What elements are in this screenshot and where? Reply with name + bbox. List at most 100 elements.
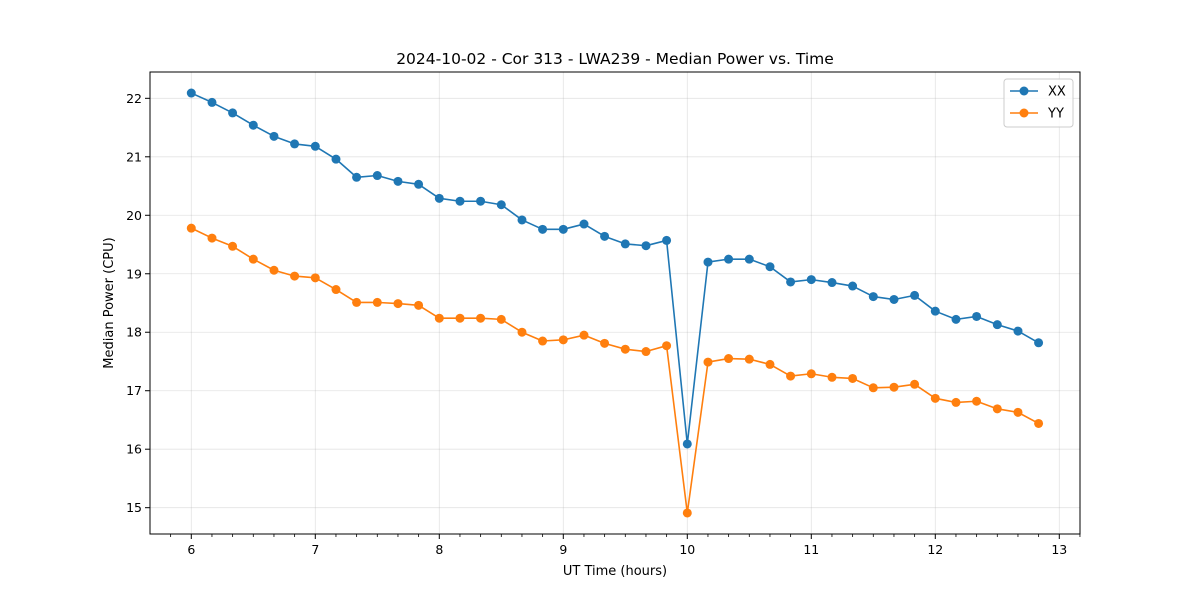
data-point-xx <box>600 231 610 241</box>
data-point-yy <box>992 404 1002 414</box>
data-point-yy <box>641 347 651 357</box>
data-point-yy <box>372 297 382 307</box>
data-point-yy <box>682 508 692 518</box>
data-point-xx <box>868 292 878 302</box>
chart-title: 2024-10-02 - Cor 313 - LWA239 - Median P… <box>396 50 834 68</box>
data-point-xx <box>248 120 258 130</box>
data-point-xx <box>207 97 217 107</box>
data-point-xx <box>1013 326 1023 336</box>
data-point-yy <box>744 354 754 364</box>
data-point-xx <box>786 277 796 287</box>
data-point-xx <box>331 154 341 164</box>
data-point-xx <box>290 139 300 149</box>
data-point-yy <box>1013 407 1023 417</box>
y-axis-label: Median Power (CPU) <box>102 237 117 368</box>
data-point-yy <box>558 335 568 345</box>
series-layer <box>186 88 1044 518</box>
x-tick-label: 9 <box>559 542 567 557</box>
data-point-yy <box>806 369 816 379</box>
data-point-yy <box>496 314 506 324</box>
data-point-xx <box>641 241 651 251</box>
data-point-xx <box>992 320 1002 330</box>
x-tick-label: 10 <box>679 542 695 557</box>
data-point-yy <box>538 336 548 346</box>
data-point-yy <box>972 396 982 406</box>
data-point-yy <box>393 299 403 309</box>
data-point-xx <box>848 281 858 291</box>
data-point-xx <box>662 235 672 245</box>
data-point-yy <box>910 379 920 389</box>
data-point-yy <box>600 338 610 348</box>
data-point-xx <box>951 314 961 324</box>
y-tick-label: 22 <box>126 91 142 106</box>
data-point-xx <box>517 215 527 225</box>
data-point-xx <box>393 176 403 186</box>
legend-label-xx: XX <box>1048 85 1066 100</box>
data-point-yy <box>228 241 238 251</box>
data-point-xx <box>682 439 692 449</box>
data-point-xx <box>414 179 424 189</box>
data-point-xx <box>455 196 465 206</box>
legend-label-yy: YY <box>1047 107 1064 122</box>
data-point-xx <box>372 171 382 181</box>
y-tick-label: 17 <box>126 383 142 398</box>
y-tick-label: 15 <box>126 500 142 515</box>
data-point-xx <box>558 224 568 234</box>
data-point-yy <box>310 273 320 283</box>
data-point-xx <box>228 108 238 118</box>
data-point-yy <box>517 327 527 337</box>
x-tick-label: 13 <box>1051 542 1067 557</box>
data-point-yy <box>579 330 589 340</box>
data-point-yy <box>476 313 486 323</box>
y-tick-label: 18 <box>126 325 142 340</box>
data-point-xx <box>496 200 506 210</box>
data-point-yy <box>331 285 341 295</box>
data-point-yy <box>889 382 899 392</box>
data-point-yy <box>434 313 444 323</box>
data-point-xx <box>476 196 486 206</box>
data-point-xx <box>972 311 982 321</box>
data-point-yy <box>786 371 796 381</box>
data-point-xx <box>806 275 816 285</box>
x-tick-label: 6 <box>187 542 195 557</box>
y-tick-label: 16 <box>126 442 142 457</box>
y-tick-label: 19 <box>126 266 142 281</box>
data-point-yy <box>455 313 465 323</box>
data-point-xx <box>930 306 940 316</box>
data-point-xx <box>186 88 196 98</box>
legend-entries: XX YY <box>1010 85 1066 122</box>
data-point-yy <box>414 300 424 310</box>
legend-marker-yy <box>1019 108 1029 118</box>
data-point-yy <box>827 372 837 382</box>
data-point-xx <box>620 239 630 249</box>
data-point-xx <box>910 290 920 300</box>
data-point-yy <box>207 233 217 243</box>
x-tick-label: 7 <box>311 542 319 557</box>
data-point-yy <box>951 397 961 407</box>
x-tick-label: 8 <box>435 542 443 557</box>
data-point-xx <box>1034 338 1044 348</box>
data-point-yy <box>248 254 258 264</box>
data-point-yy <box>186 223 196 233</box>
axes: 6 7 8 9 10 11 12 13 15 16 17 18 19 20 21 22 <box>126 91 1081 557</box>
data-point-yy <box>703 357 713 367</box>
data-point-xx <box>352 172 362 182</box>
data-point-yy <box>662 341 672 351</box>
x-tick-label: 11 <box>803 542 819 557</box>
data-point-xx <box>310 141 320 151</box>
data-point-yy <box>930 393 940 403</box>
data-point-yy <box>1034 418 1044 428</box>
series-line-yy <box>190 227 1039 514</box>
data-point-xx <box>703 257 713 267</box>
data-point-yy <box>290 271 300 281</box>
grid <box>150 72 1080 534</box>
data-point-yy <box>765 359 775 369</box>
data-point-yy <box>724 354 734 364</box>
legend-marker-xx <box>1019 86 1029 96</box>
data-point-xx <box>579 219 589 229</box>
x-axis-label: UT Time (hours) <box>563 564 667 579</box>
data-point-yy <box>269 265 279 275</box>
data-point-xx <box>744 254 754 264</box>
plot-area-frame <box>149 71 1081 535</box>
